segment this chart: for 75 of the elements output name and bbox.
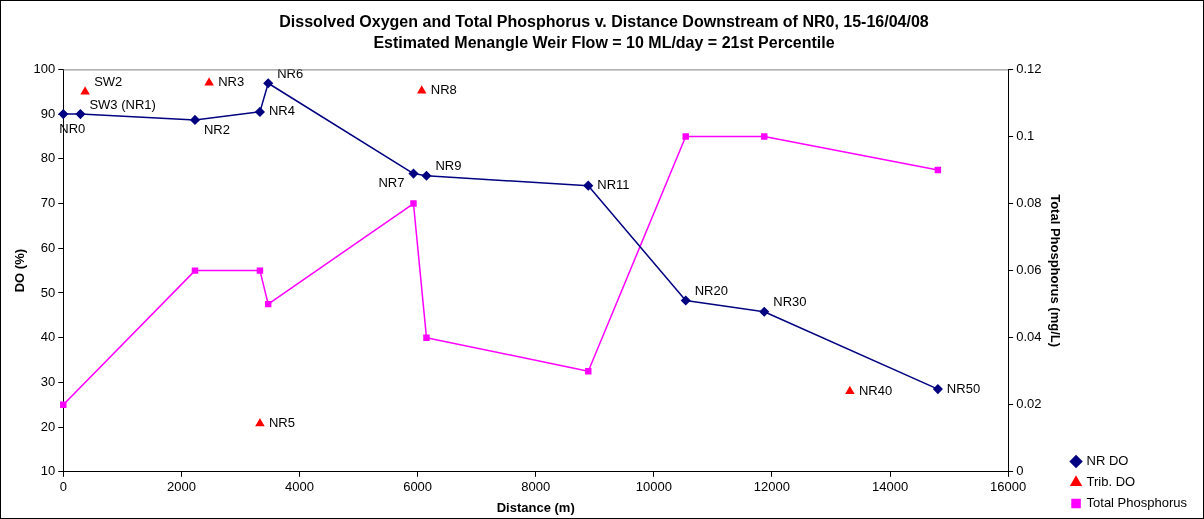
y2-tick-label: 0.08: [1016, 195, 1042, 211]
point: [761, 133, 768, 140]
annotation: SW2: [94, 74, 123, 90]
y-tick-label: 50: [40, 284, 56, 300]
point: [585, 367, 592, 375]
point: [423, 334, 430, 341]
y2-tick-label: 0.12: [1016, 60, 1042, 76]
annotation: NR5: [268, 415, 295, 431]
point: [680, 295, 691, 306]
point: [190, 115, 200, 125]
x-tick-label: 10000: [635, 479, 672, 495]
point: [583, 180, 594, 191]
x-tick-label: 12000: [753, 479, 791, 495]
y-tick-label: 20: [40, 418, 56, 434]
y-tick-label: 30: [40, 373, 56, 389]
point: [264, 300, 272, 308]
point: [204, 78, 214, 86]
point: [934, 166, 942, 174]
point: [410, 200, 417, 207]
annotation: NR9: [435, 158, 462, 174]
x-tick-label: 14000: [871, 479, 909, 495]
annotation: NR4: [268, 103, 295, 119]
point: [421, 171, 432, 181]
point: [80, 87, 90, 95]
point: [255, 107, 265, 117]
y-axis-title: DO (%): [12, 248, 28, 293]
point: [256, 267, 264, 274]
annotation: NR8: [430, 82, 457, 98]
annotation: NR3: [218, 74, 245, 90]
annotation: NR11: [597, 177, 630, 193]
chart-title: Dissolved Oxygen and Total Phosphorus v. Distance Downstream of NR0, 15-16/04/08: [279, 13, 929, 31]
legend-label: Total Phosphorus: [1086, 495, 1188, 511]
point: [417, 86, 426, 94]
y-tick-label: 90: [40, 105, 56, 121]
x-axis-title: Distance (m): [496, 499, 575, 515]
chart-subtitle: Estimated Menangle Weir Flow = 10 ML/day = 21st Percentile: [373, 34, 835, 52]
x-tick-label: 8000: [521, 479, 551, 495]
x-tick-label: 2000: [166, 479, 196, 495]
point: [408, 168, 419, 179]
x-tick-label: 4000: [285, 479, 314, 495]
annotation: NR2: [203, 121, 230, 137]
point: [191, 267, 199, 274]
annotation: SW3 (NR1): [89, 96, 156, 112]
annotation: NR30: [773, 294, 807, 310]
point: [759, 306, 770, 317]
y2-tick-label: 0.06: [1016, 262, 1042, 278]
legend-label: Trib. DO: [1086, 474, 1136, 490]
point: [845, 386, 855, 395]
x-tick-label: 6000: [403, 479, 433, 495]
y-tick-label: 10: [40, 463, 56, 479]
point: [255, 418, 265, 427]
point: [682, 133, 689, 140]
y-tick-label: 40: [40, 329, 56, 345]
y-tick-label: 80: [40, 150, 56, 166]
y2-tick-label: 0.1: [1016, 128, 1035, 144]
point: [60, 401, 67, 408]
y-tick-label: 100: [33, 60, 56, 76]
x-tick-label: 16000: [990, 479, 1027, 495]
y-tick-label: 60: [40, 239, 56, 255]
y-tick-label: 70: [40, 195, 56, 211]
legend-label: NR DO: [1086, 453, 1129, 469]
point: [933, 384, 943, 394]
annotation: NR50: [946, 380, 981, 396]
point: [263, 78, 273, 89]
annotation: NR6: [277, 65, 304, 81]
annotation: NR40: [858, 382, 893, 398]
point: [75, 109, 86, 119]
y2-tick-label: 0.04: [1016, 329, 1042, 345]
point: [58, 109, 69, 119]
x-tick-label: 0: [59, 479, 67, 495]
annotation: NR20: [694, 283, 728, 299]
y2-tick-label: 0.02: [1016, 396, 1042, 412]
annotation: NR7: [378, 175, 405, 191]
y2-axis-title: Total Phosphorus (mg/L): [1047, 194, 1063, 348]
y2-tick-label: 0: [1016, 463, 1024, 479]
